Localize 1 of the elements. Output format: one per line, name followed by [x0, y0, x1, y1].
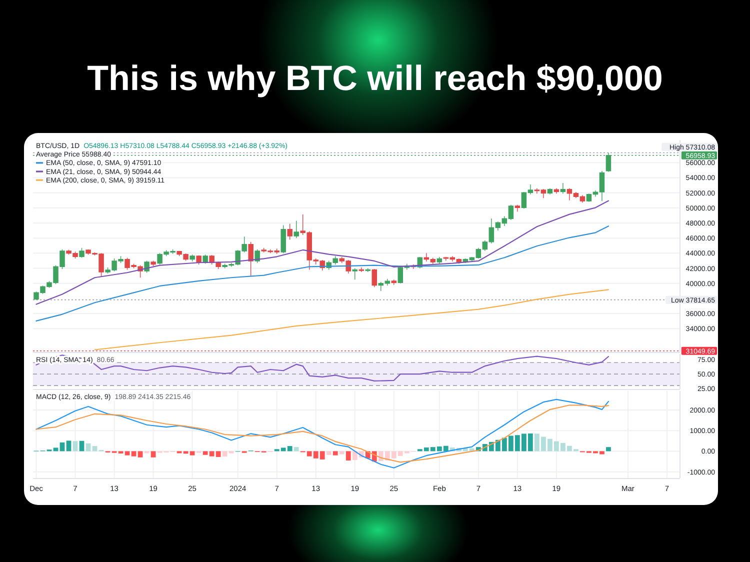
chart-title: This is why BTC will reach $90,000	[87, 59, 663, 98]
